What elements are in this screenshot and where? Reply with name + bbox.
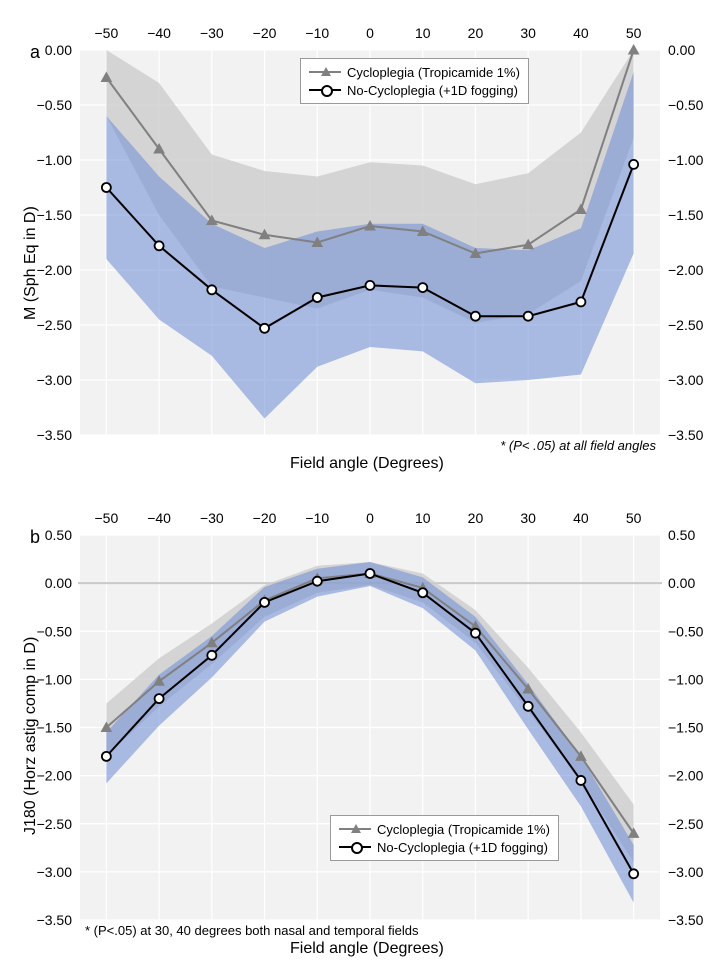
- svg-text:−1.50: −1.50: [668, 207, 704, 223]
- panel-b-y-label: J180 (Horz astig comp in D): [22, 637, 40, 835]
- legend-label: No-Cycloplegia (+1D fogging): [377, 840, 548, 855]
- svg-text:10: 10: [415, 510, 431, 526]
- svg-text:0: 0: [366, 25, 374, 41]
- svg-text:30: 30: [520, 510, 536, 526]
- svg-text:0: 0: [366, 510, 374, 526]
- panel-a-note: * (P< .05) at all field angles: [500, 438, 656, 453]
- svg-text:−1.00: −1.00: [37, 671, 73, 687]
- svg-text:−0.50: −0.50: [37, 623, 73, 639]
- svg-text:40: 40: [573, 25, 589, 41]
- svg-text:−3.00: −3.00: [37, 372, 73, 388]
- svg-text:−0.50: −0.50: [37, 97, 73, 113]
- svg-text:−20: −20: [253, 510, 277, 526]
- svg-text:0.00: 0.00: [45, 575, 72, 591]
- legend-label: No-Cycloplegia (+1D fogging): [347, 83, 518, 98]
- svg-text:−3.00: −3.00: [668, 864, 704, 880]
- svg-text:−50: −50: [94, 510, 118, 526]
- panel-b-legend: Cycloplegia (Tropicamide 1%) No-Cyclopleg…: [330, 815, 559, 861]
- svg-text:−10: −10: [305, 510, 329, 526]
- svg-text:30: 30: [520, 25, 536, 41]
- svg-text:10: 10: [415, 25, 431, 41]
- panel-b-svg: −50 −40 −30 −20 −10 0 10 20 30 40 50 0.50 0.50 0.00 0.…: [0, 485, 716, 970]
- legend-entry: Cycloplegia (Tropicamide 1%): [309, 63, 520, 81]
- svg-text:−0.50: −0.50: [668, 97, 704, 113]
- figure: a −50−40−30−20−10010203040500.000.00−0.5…: [0, 0, 716, 970]
- svg-text:−2.00: −2.00: [37, 768, 73, 784]
- panel-a: a −50−40−30−20−10010203040500.000.00−0.5…: [0, 0, 716, 485]
- svg-text:−3.00: −3.00: [37, 864, 73, 880]
- panel-b-note: * (P<.05) at 30, 40 degrees both nasal a…: [85, 923, 419, 938]
- svg-text:−3.00: −3.00: [668, 372, 704, 388]
- svg-text:−2.50: −2.50: [668, 317, 704, 333]
- panel-a-x-label: Field angle (Degrees): [290, 455, 444, 473]
- svg-text:−50: −50: [94, 25, 118, 41]
- svg-text:0.00: 0.00: [668, 42, 695, 58]
- svg-text:20: 20: [468, 25, 484, 41]
- panel-a-legend: Cycloplegia (Tropicamide 1%) No-Cyclopleg…: [300, 58, 529, 104]
- panel-b-x-label: Field angle (Degrees): [290, 940, 444, 958]
- svg-text:−1.00: −1.00: [668, 671, 704, 687]
- panel-a-y-label: M (Sph Eq in D): [22, 206, 40, 320]
- svg-text:−10: −10: [305, 25, 329, 41]
- svg-text:−3.50: −3.50: [668, 912, 704, 928]
- svg-text:−1.00: −1.00: [37, 152, 73, 168]
- svg-text:−2.00: −2.00: [668, 768, 704, 784]
- svg-text:0.50: 0.50: [668, 527, 695, 543]
- svg-text:0.00: 0.00: [45, 42, 72, 58]
- svg-text:−30: −30: [200, 25, 224, 41]
- svg-text:−2.00: −2.00: [37, 262, 73, 278]
- legend-entry: No-Cycloplegia (+1D fogging): [339, 838, 550, 856]
- legend-label: Cycloplegia (Tropicamide 1%): [377, 822, 550, 837]
- svg-text:−2.00: −2.00: [668, 262, 704, 278]
- svg-text:−3.50: −3.50: [668, 427, 704, 443]
- svg-text:20: 20: [468, 510, 484, 526]
- svg-text:−0.50: −0.50: [668, 623, 704, 639]
- svg-text:−3.50: −3.50: [37, 912, 73, 928]
- legend-entry: Cycloplegia (Tropicamide 1%): [339, 820, 550, 838]
- panel-b: b −50−40−30−20−10010203040500.500.500.00…: [0, 485, 716, 970]
- legend-entry: No-Cycloplegia (+1D fogging): [309, 81, 520, 99]
- svg-text:50: 50: [626, 510, 642, 526]
- svg-text:−1.50: −1.50: [37, 720, 73, 736]
- svg-text:−40: −40: [147, 510, 171, 526]
- svg-text:−1.00: −1.00: [668, 152, 704, 168]
- svg-text:−20: −20: [253, 25, 277, 41]
- svg-text:−2.50: −2.50: [37, 816, 73, 832]
- svg-text:0.50: 0.50: [45, 527, 72, 543]
- svg-text:−40: −40: [147, 25, 171, 41]
- svg-text:50: 50: [626, 25, 642, 41]
- svg-text:0.00: 0.00: [668, 575, 695, 591]
- svg-text:−30: −30: [200, 510, 224, 526]
- svg-text:−2.50: −2.50: [668, 816, 704, 832]
- legend-label: Cycloplegia (Tropicamide 1%): [347, 65, 520, 80]
- svg-text:−3.50: −3.50: [37, 427, 73, 443]
- svg-text:−1.50: −1.50: [668, 720, 704, 736]
- svg-text:−1.50: −1.50: [37, 207, 73, 223]
- svg-text:40: 40: [573, 510, 589, 526]
- svg-text:−2.50: −2.50: [37, 317, 73, 333]
